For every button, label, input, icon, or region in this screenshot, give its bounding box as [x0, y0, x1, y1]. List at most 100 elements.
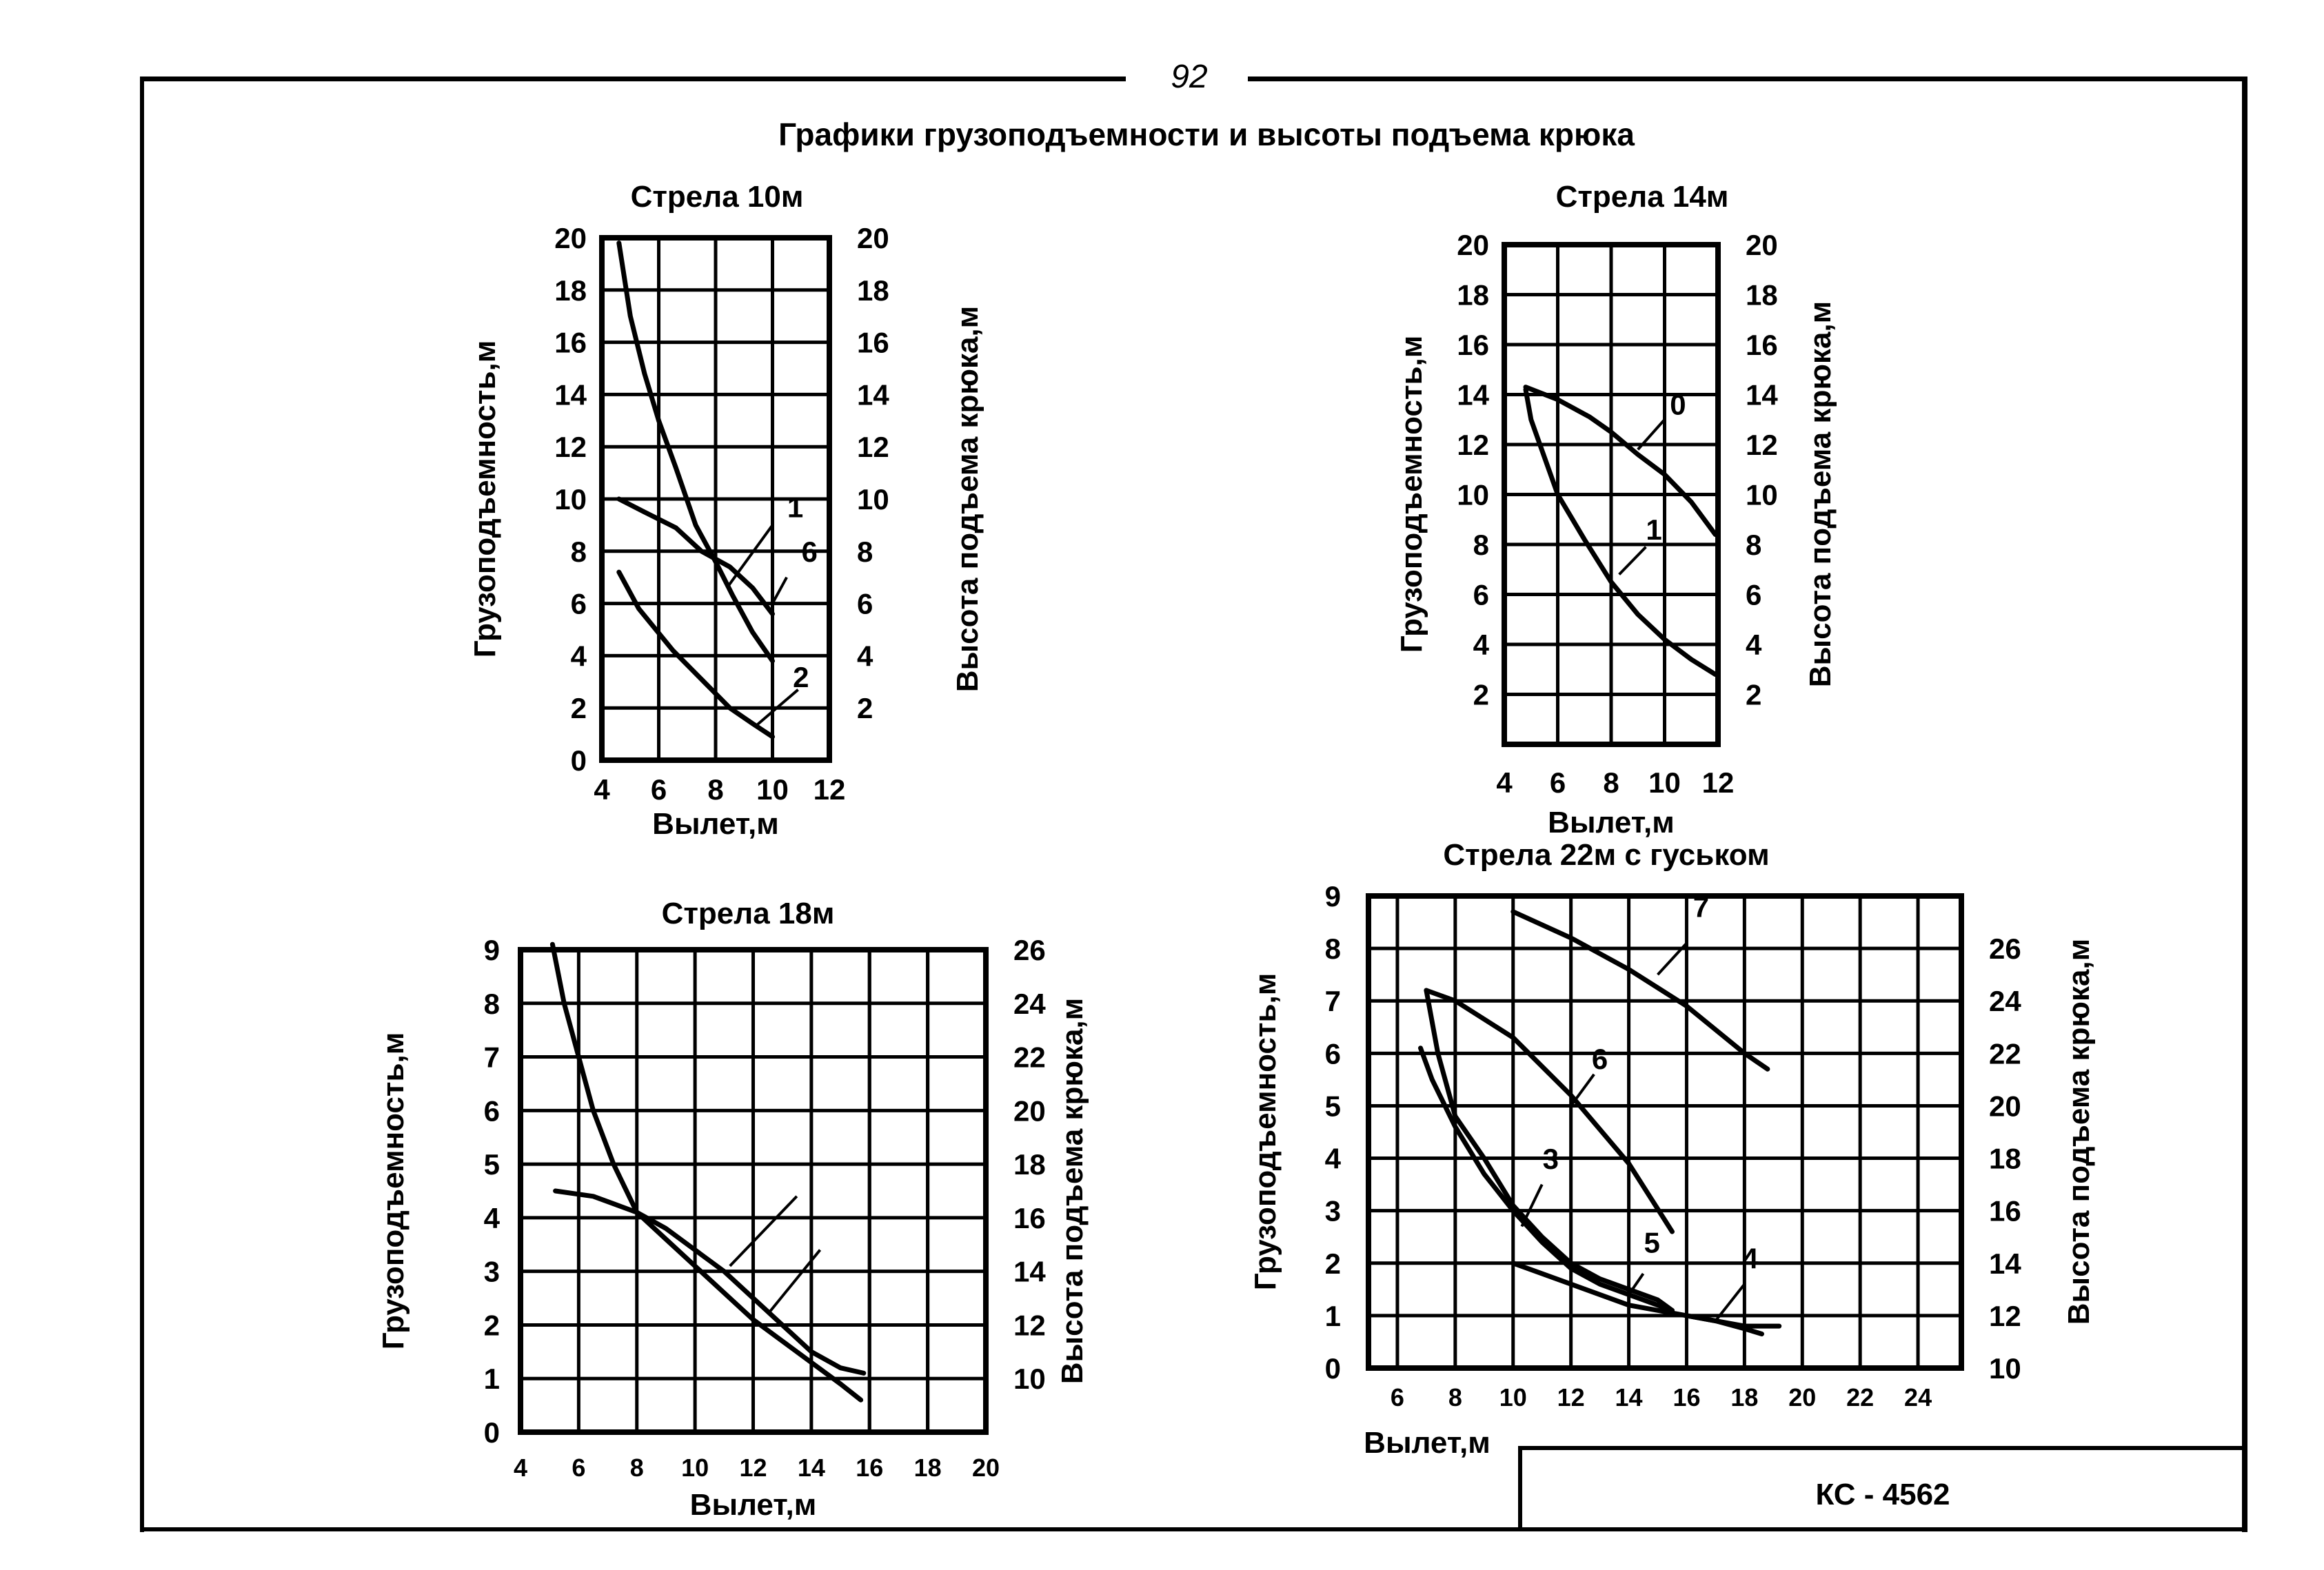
annotation-leader	[1570, 1073, 1595, 1107]
annotation-leader	[725, 524, 774, 589]
y-right-tick-label: 10	[1989, 1352, 2021, 1385]
page-frame-bottom	[140, 1527, 2247, 1531]
series-line-5	[1418, 1046, 1675, 1313]
y-right-tick-label: 14	[1989, 1247, 2021, 1280]
y-tick-label: 6	[571, 588, 587, 620]
y-right-tick-label: 22	[1013, 1041, 1046, 1074]
y-tick-label: 1	[1325, 1300, 1341, 1332]
annotation-leader	[771, 576, 788, 604]
y-right-tick-label: 26	[1013, 934, 1046, 966]
page-number: 92	[1171, 59, 1208, 95]
x-tick-label: 8	[1448, 1383, 1462, 1411]
series-line-1	[1523, 387, 1718, 677]
annotation-leader	[754, 689, 799, 728]
annotation-leader	[1520, 1183, 1544, 1227]
y-tick-label: 8	[1473, 529, 1489, 561]
curve-number-label: 7	[1693, 890, 1709, 923]
chart-title: Стрела 14м	[1556, 180, 1729, 214]
x-tick-label: 18	[914, 1454, 942, 1482]
y-right-tick-label: 20	[1746, 229, 1778, 261]
x-tick-label: 14	[798, 1454, 825, 1482]
y-tick-label: 0	[571, 744, 587, 777]
y-right-tick-label: 8	[857, 536, 873, 568]
x-tick-label: 10	[756, 773, 789, 806]
y-tick-label: 12	[554, 431, 587, 463]
y-right-tick-label: 12	[1989, 1300, 2021, 1332]
y-right-tick-label: 2	[1746, 679, 1761, 711]
y-right-tick-label: 8	[1746, 529, 1761, 561]
y-tick-label: 9	[1325, 880, 1341, 913]
series-line-4b	[1684, 1313, 1764, 1336]
y-axis-label: Грузоподъемность,м	[468, 340, 502, 658]
y-right-tick-label: 2	[857, 692, 873, 724]
y-right-tick-label: 12	[1746, 429, 1778, 461]
y-tick-label: 4	[1473, 629, 1490, 661]
x-tick-label: 12	[1557, 1383, 1585, 1411]
y-tick-label: 9	[484, 934, 500, 966]
plot-frame	[1366, 893, 1964, 1371]
y-tick-label: 2	[1473, 679, 1489, 711]
x-tick-label: 6	[1550, 766, 1566, 799]
y-right-tick-label: 24	[1989, 985, 2021, 1017]
x-axis-label: Вылет,м	[1548, 806, 1675, 839]
page-frame-top-right	[1248, 77, 2247, 81]
x-tick-label: 12	[739, 1454, 767, 1482]
y-tick-label: 0	[1325, 1352, 1341, 1385]
x-tick-label: 6	[651, 773, 667, 806]
annotation-leader	[767, 1249, 822, 1316]
curve-number-label: 4	[1742, 1242, 1759, 1274]
y-axis-label: Грузоподъемность,м	[1395, 336, 1428, 653]
annotation-leader	[729, 1195, 798, 1267]
annotation-leader	[1618, 546, 1647, 575]
x-tick-label: 22	[1846, 1383, 1874, 1411]
y-right-tick-label: 26	[1989, 932, 2021, 965]
annotation-leader	[1714, 1283, 1746, 1322]
curve-number-label: 1	[787, 491, 803, 524]
y-tick-label: 3	[1325, 1195, 1341, 1227]
x-tick-label: 12	[1702, 766, 1735, 799]
y-right-tick-label: 16	[1989, 1195, 2021, 1227]
curve-number-label: 6	[1592, 1043, 1608, 1075]
y-tick-label: 18	[554, 274, 587, 307]
y-right-tick-label: 6	[1746, 579, 1761, 611]
x-tick-label: 18	[1730, 1383, 1758, 1411]
page-title: Графики грузоподъемности и высоты подъем…	[778, 116, 1635, 152]
y-right-tick-label: 16	[1013, 1202, 1046, 1234]
y-right-tick-label: 18	[1746, 279, 1778, 312]
y-tick-label: 6	[1325, 1037, 1341, 1070]
y-tick-label: 7	[484, 1041, 500, 1074]
title-block: КС - 4562	[1518, 1446, 2243, 1530]
y-tick-label: 6	[1473, 579, 1489, 611]
chart-title: Стрела 18м	[662, 897, 835, 930]
y-tick-label: 16	[554, 327, 587, 359]
y-tick-label: 7	[1325, 985, 1341, 1017]
curve-number-label: 5	[1644, 1227, 1659, 1259]
series-line-7	[1510, 909, 1770, 1072]
x-tick-label: 6	[572, 1454, 585, 1482]
y-right-axis-label: Высота подъема крюка,м	[951, 306, 984, 692]
curve-number-label: 6	[801, 536, 817, 568]
y-right-tick-label: 20	[1013, 1094, 1046, 1127]
y-tick-label: 2	[1325, 1247, 1341, 1280]
y-tick-label: 14	[1457, 379, 1489, 411]
x-tick-label: 10	[681, 1454, 709, 1482]
y-tick-label: 10	[554, 483, 587, 516]
y-right-tick-label: 14	[857, 378, 889, 411]
page-frame-top-left	[140, 77, 1126, 81]
y-tick-label: 8	[571, 536, 587, 568]
chart-title: Стрела 10м	[631, 180, 804, 214]
y-right-axis-label: Высота подъема крюка,м	[1055, 998, 1089, 1384]
model-label: КС - 4562	[1815, 1478, 1950, 1511]
x-tick-label: 20	[972, 1454, 1000, 1482]
page-frame-left	[140, 78, 144, 1532]
y-right-tick-label: 12	[1013, 1309, 1046, 1341]
curve-number-label: 3	[1543, 1143, 1559, 1175]
y-right-tick-label: 18	[1989, 1143, 2021, 1175]
y-tick-label: 5	[1325, 1090, 1341, 1122]
y-axis-label: Грузоподъемность,м	[1249, 973, 1282, 1291]
y-right-tick-label: 18	[857, 274, 889, 307]
y-right-tick-label: 10	[857, 483, 889, 516]
